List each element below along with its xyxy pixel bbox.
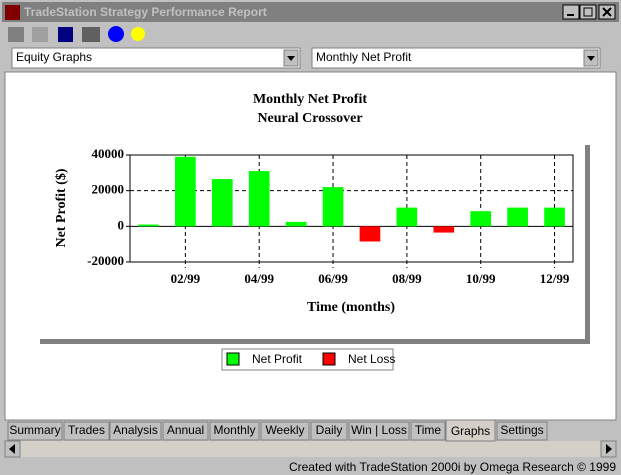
tab[interactable] [109,421,162,441]
tab-label: Graphs [451,424,490,438]
x-axis-title: Time (months) [307,300,395,315]
tab[interactable] [348,421,410,441]
tab-label: Trades [68,423,105,437]
tab-active[interactable] [445,419,496,442]
dropdown-value: Monthly Net Profit [316,50,412,64]
dropdown-value: Equity Graphs [16,50,92,64]
bar [248,171,270,227]
dropdown[interactable] [311,47,601,69]
bar [138,224,159,227]
minimize-button[interactable] [562,4,580,20]
bar [433,226,455,233]
x-tick-label: 04/99 [244,271,274,286]
dropdown-arrow [287,56,295,61]
x-tick-label: 12/99 [540,271,570,286]
dropdown[interactable] [11,47,301,69]
tab-label: Analysis [113,423,158,437]
tool-properties[interactable] [8,27,24,42]
scroll-left-arrow [9,444,15,454]
legend-label: Net Profit [252,352,303,366]
bar [359,226,381,242]
window-title: TradeStation Strategy Performance Report [24,5,267,19]
chart-title: Monthly Net Profit [253,92,367,107]
bar [507,207,528,227]
tool-copy[interactable] [32,27,48,42]
bar [322,187,344,227]
tab[interactable] [496,421,548,441]
toolbar [8,26,145,42]
horizontal-scrollbar[interactable] [5,441,616,457]
plot-area [129,154,574,263]
app-icon [5,5,20,20]
tab-label: Daily [316,423,343,437]
bar [396,207,418,227]
footer: Created with TradeStation 2000i by Omega… [289,460,616,474]
tab-label: Annual [167,423,204,437]
tab-label: Summary [9,423,60,437]
y-tick-label: 40000 [92,146,125,161]
dropdown-arrow [587,56,595,61]
y-tick-label: 0 [118,217,125,232]
tool-print[interactable] [82,27,100,42]
title-bar [2,2,619,22]
tool-help[interactable] [131,27,145,41]
bar [470,211,492,227]
maximize-button[interactable] [579,4,597,20]
tab[interactable] [209,421,260,441]
tab[interactable] [7,421,63,441]
bar [544,207,565,227]
maximize-icon [583,7,593,17]
tab-label: Win | Loss [351,423,407,437]
window-controls[interactable] [562,4,616,20]
y-tick-label: 20000 [92,182,125,197]
tool-target[interactable] [108,26,124,42]
tab[interactable] [260,421,310,441]
x-tick-label: 10/99 [466,271,496,286]
x-tick-label: 08/99 [392,271,422,286]
close-icon [602,7,612,17]
x-tick-label: 06/99 [318,271,348,286]
bar [175,156,196,227]
tab[interactable] [310,421,348,441]
tab[interactable] [63,421,110,441]
legend-box [221,348,394,371]
tab-label: Time [415,423,442,437]
tab-label: Monthly [213,423,255,437]
legend-swatch [226,352,240,366]
tab-label: Settings [500,423,543,437]
tab[interactable] [410,421,446,441]
legend-swatch [322,352,336,366]
tab[interactable] [162,421,209,441]
bar [211,179,233,227]
y-axis-title: Net Profit ($) [54,168,69,247]
y-tick-label: -20000 [87,253,124,268]
tab-label: Weekly [265,423,304,437]
bar [285,221,307,227]
scroll-right-arrow [606,444,612,454]
tool-save[interactable] [58,27,73,42]
legend-label: Net Loss [348,352,395,366]
chart-subtitle: Neural Crossover [257,111,362,126]
x-tick-label: 02/99 [171,271,201,286]
